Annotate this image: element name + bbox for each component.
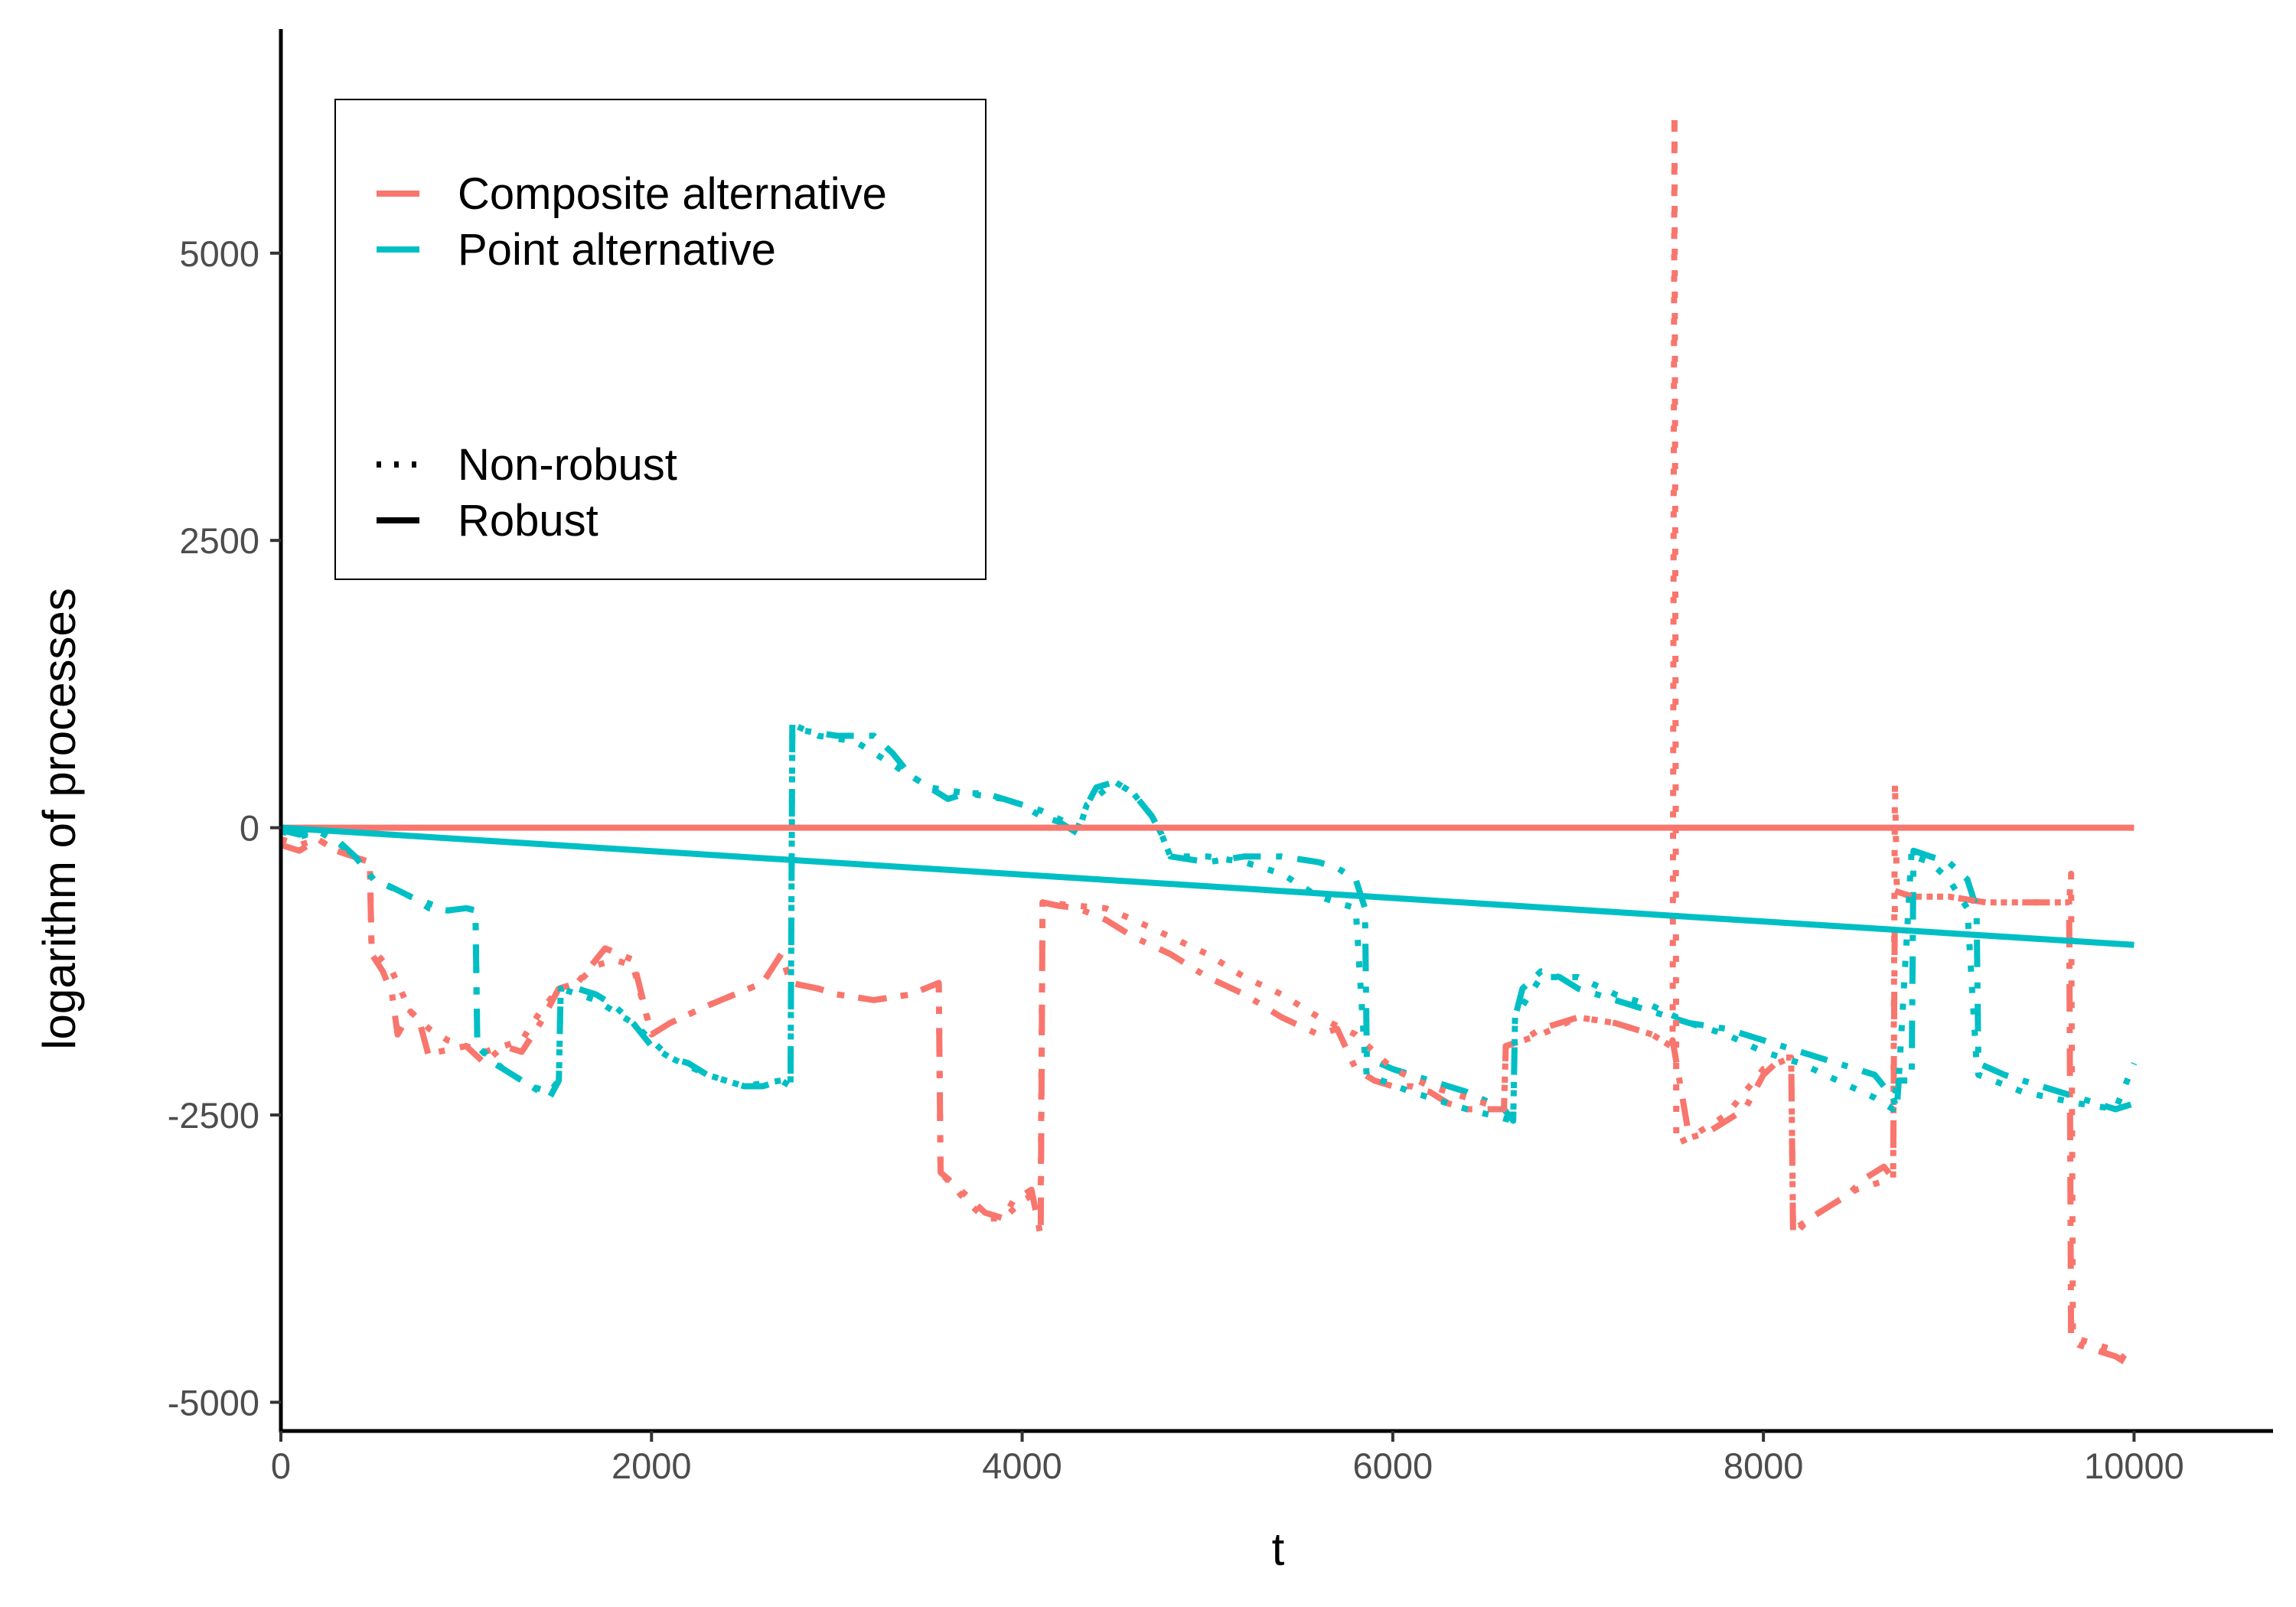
x-tick-label: 2000 xyxy=(612,1446,692,1486)
x-axis-title: t xyxy=(1272,1524,1285,1575)
x-tick-label: 6000 xyxy=(1353,1446,1433,1486)
y-tick-label: 2500 xyxy=(179,520,259,561)
x-tick-label: 8000 xyxy=(1724,1446,1804,1486)
y-axis-title: logarithm of processes xyxy=(34,588,85,1050)
series-line-composite-alternative-dotted xyxy=(279,112,2137,1371)
legend: Composite alternative Point alternative … xyxy=(334,99,987,580)
legend-label-robust: Robust xyxy=(458,496,598,546)
series-line-point-alternative-dotted xyxy=(279,721,2138,1124)
legend-label-nonrobust: Non-robust xyxy=(458,440,677,490)
x-tick-label: 0 xyxy=(271,1446,291,1486)
legend-label-point: Point alternative xyxy=(458,225,776,275)
y-tick-label: -5000 xyxy=(168,1382,259,1423)
series-line-composite-alternative-dashed xyxy=(279,836,2136,1371)
tick-labels: -5000 -2500 0 2500 5000 0 2000 4000 6000 8000 1000… xyxy=(168,233,2184,1486)
legend-label-composite: Composite alternative xyxy=(458,169,887,219)
series-layer xyxy=(279,112,2138,1371)
y-tick-label: 0 xyxy=(240,808,259,849)
x-tick-label: 10000 xyxy=(2084,1446,2184,1486)
axes xyxy=(270,29,2273,1442)
y-tick-label: -2500 xyxy=(168,1095,259,1136)
legend-box xyxy=(334,99,987,580)
series-line-point-alternative-solid xyxy=(280,824,2135,948)
x-tick-label: 4000 xyxy=(982,1446,1062,1486)
y-tick-label: 5000 xyxy=(179,233,259,274)
